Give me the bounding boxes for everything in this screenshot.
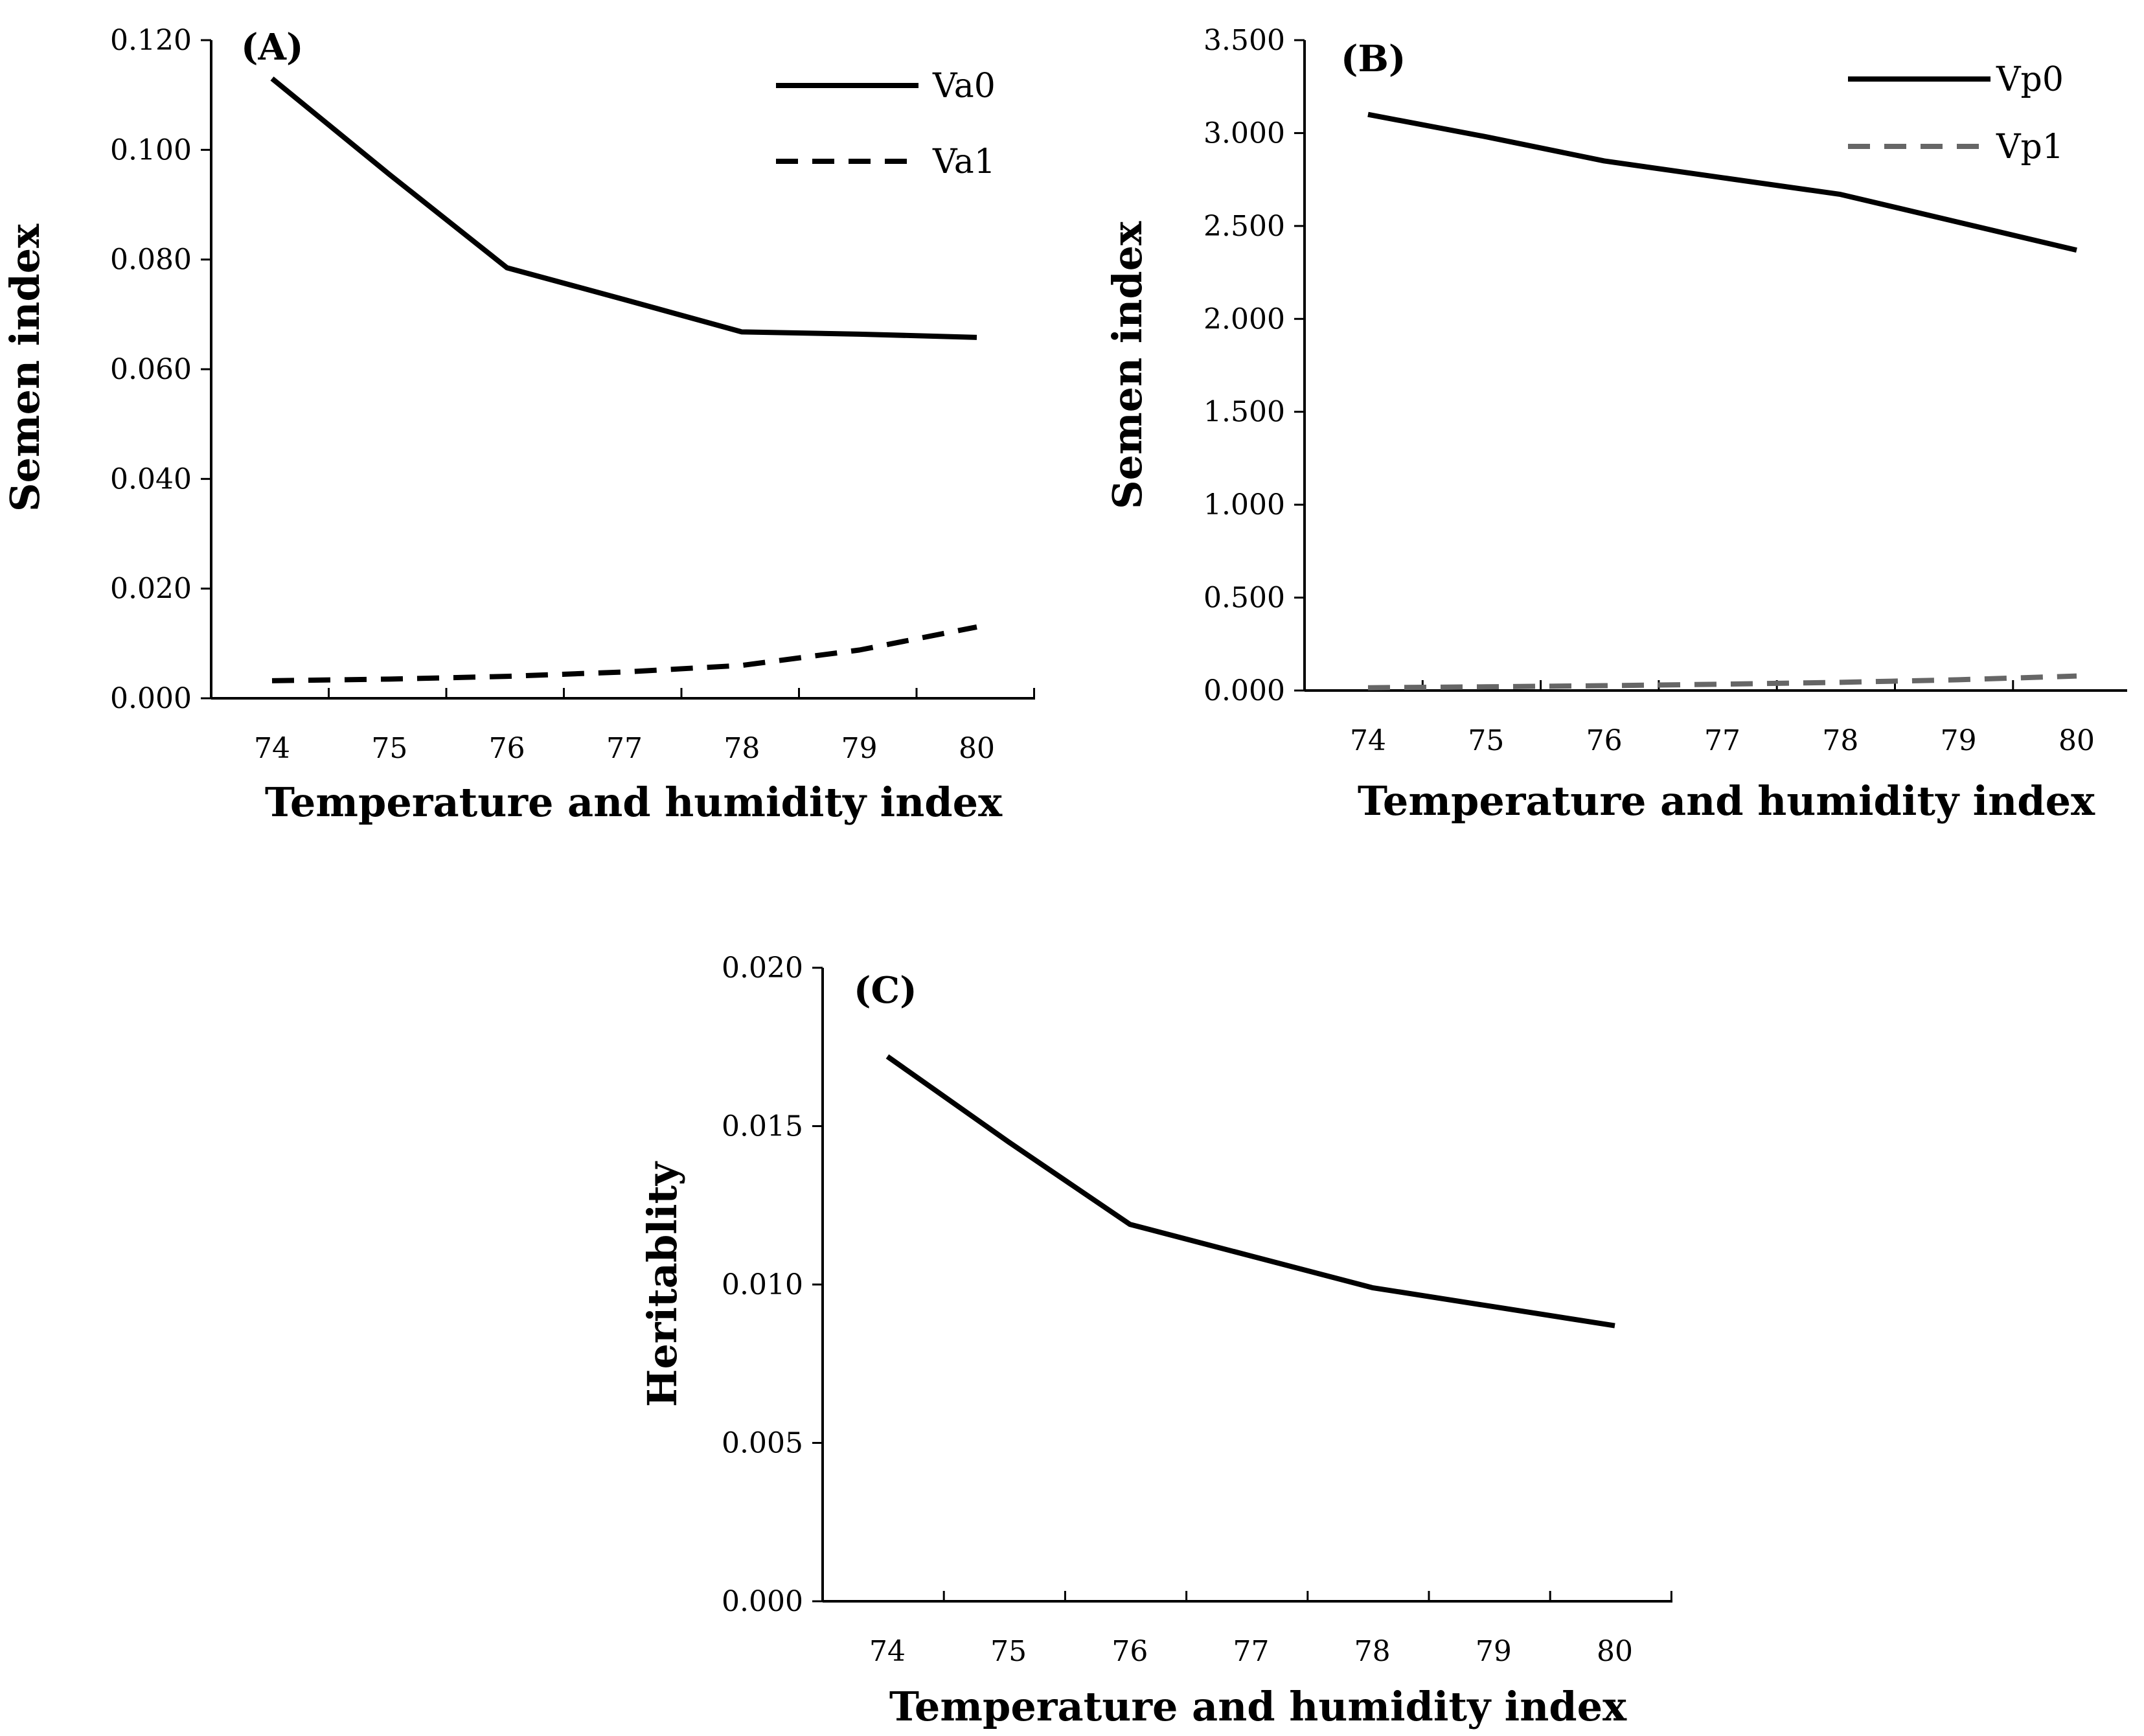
panel-b-x-axis-title: Temperature and humidity index <box>1358 777 2095 825</box>
panel-b-y-tick-label: 0.000 <box>1203 674 1285 707</box>
panel-b-series-vp0 <box>1367 111 2077 253</box>
panel-b-x-tick-label: 74 <box>1350 724 1386 757</box>
panel-b-x-tick-label: 76 <box>1586 724 1623 757</box>
panel-a-y-tick-label: 0.100 <box>110 133 192 166</box>
panel-c-y-tick-label: 0.000 <box>722 1585 803 1618</box>
panel-b: (B) Temperature and humidity index Semen… <box>1104 24 2127 825</box>
panel-a-series-va0 <box>270 76 977 340</box>
panel-c-x-axis-title: Temperature and humidity index <box>889 1683 1627 1730</box>
panel-c-x-tick-label: 75 <box>990 1635 1027 1668</box>
panel-a-x-tick-label: 74 <box>254 732 290 765</box>
panel-c-x-tick-label: 79 <box>1476 1635 1512 1668</box>
panel-b-x-tick-label: 79 <box>1941 724 1977 757</box>
panel-a-y-tick-label: 0.120 <box>110 24 192 57</box>
panel-a-x-tick-label: 77 <box>606 732 643 765</box>
panel-c: (C) Temperature and humidity index Herit… <box>639 952 1672 1730</box>
panel-b-y-tick-label: 1.000 <box>1203 488 1285 521</box>
panel-b-y-tick-label: 3.500 <box>1203 24 1285 57</box>
panel-b-x-tick-label: 77 <box>1704 724 1740 757</box>
panel-c-x-tick-label: 74 <box>869 1635 906 1668</box>
panel-b-series-vp1 <box>1367 673 2077 691</box>
panel-a-legend-label: Va0 <box>932 67 996 106</box>
panel-b-x-tick-label: 80 <box>2058 724 2095 757</box>
panel-b-y-tick-label: 3.000 <box>1203 117 1285 150</box>
panel-a-x-tick-label: 76 <box>489 732 525 765</box>
panel-c-y-tick-label: 0.015 <box>722 1110 803 1143</box>
panel-a-x-tick-label: 75 <box>371 732 407 765</box>
panel-c-x-tick-label: 78 <box>1354 1635 1391 1668</box>
panel-a-x-tick-label: 80 <box>959 732 995 765</box>
panel-c-series-line <box>885 1054 1615 1329</box>
panel-b-y-tick-label: 2.000 <box>1203 303 1285 336</box>
panel-a-y-tick-label: 0.080 <box>110 244 192 277</box>
panel-a-y-tick-label: 0.040 <box>110 463 192 496</box>
panel-b-y-tick-label: 0.500 <box>1203 582 1285 615</box>
panel-a: (A) Temperature and humidity index Semen… <box>1 24 1035 826</box>
panel-c-y-tick-label: 0.005 <box>722 1427 803 1460</box>
panel-c-y-tick-label: 0.010 <box>722 1268 803 1301</box>
panel-a-series-va1 <box>271 624 977 683</box>
panel-a-y-tick-label: 0.060 <box>110 353 192 386</box>
panel-b-y-tick-label: 1.500 <box>1203 396 1285 429</box>
panel-c-label: (C) <box>854 969 917 1012</box>
panel-b-x-tick-label: 75 <box>1468 724 1504 757</box>
panel-a-legend-label: Va1 <box>932 143 996 181</box>
panel-b-legend-label: Vp1 <box>1996 128 2064 166</box>
panel-c-y-axis-title: Heritablity <box>639 1161 686 1407</box>
panel-b-x-tick-label: 78 <box>1822 724 1858 757</box>
panel-a-label: (A) <box>241 26 303 69</box>
panel-c-y-tick-label: 0.020 <box>722 952 803 985</box>
panel-a-y-axis-title: Semen index <box>1 223 49 512</box>
panel-b-y-tick-label: 2.500 <box>1203 210 1285 243</box>
panel-a-y-tick-label: 0.020 <box>110 573 192 606</box>
panel-a-x-tick-label: 78 <box>724 732 760 765</box>
panel-b-legend-label: Vp0 <box>1996 60 2064 99</box>
panel-c-x-tick-label: 80 <box>1597 1635 1633 1668</box>
panel-a-x-axis-title: Temperature and humidity index <box>265 779 1003 826</box>
panel-b-y-axis-title: Semen index <box>1104 221 1151 509</box>
panel-b-label: (B) <box>1341 38 1406 80</box>
panel-c-x-tick-label: 76 <box>1112 1635 1148 1668</box>
panel-a-y-tick-label: 0.000 <box>110 682 192 715</box>
panel-c-x-tick-label: 77 <box>1233 1635 1270 1668</box>
panel-a-x-tick-label: 79 <box>841 732 878 765</box>
